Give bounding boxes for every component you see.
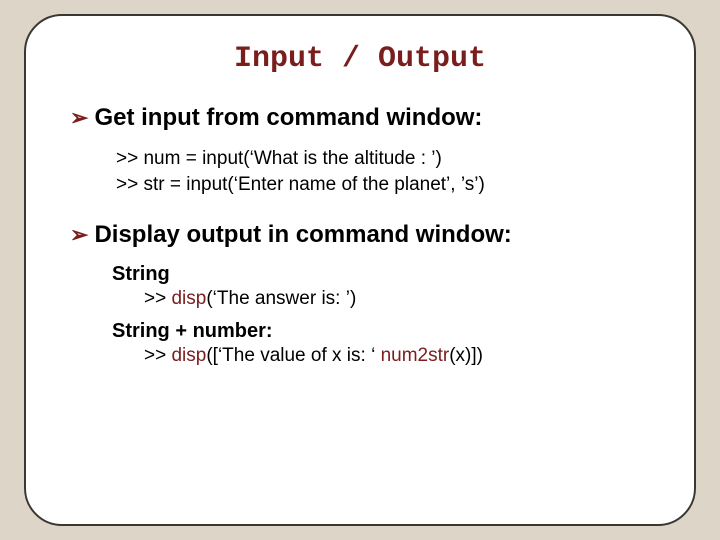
example-prefix: >> [144, 288, 171, 309]
slide-card: Input / Output ➢ Get input from command … [24, 14, 696, 526]
example-line-disp-string-number: >> disp([‘The value of x is: ‘ num2str(x… [144, 345, 650, 367]
fn-name-inner: num2str [381, 345, 450, 366]
example-line-disp-string: >> disp(‘The answer is: ’) [144, 288, 650, 310]
bullet-output: ➢ Display output in command window: [70, 221, 650, 249]
fn-name: disp [171, 345, 206, 366]
fn-args: (‘The answer is: ’) [206, 288, 356, 309]
bullet-input-text: Get input from command window: [94, 104, 482, 132]
code-line: >> str = input(‘Enter name of the planet… [116, 172, 650, 198]
code-block-input: >> num = input(‘What is the altitude : ’… [116, 146, 650, 197]
example-label-string: String [112, 263, 650, 286]
fn-args-open: ([‘The value of x is: ‘ [206, 345, 380, 366]
chevron-right-icon: ➢ [70, 107, 88, 129]
example-prefix: >> [144, 345, 171, 366]
fn-args-close: (x)]) [449, 345, 483, 366]
bullet-input: ➢ Get input from command window: [70, 104, 650, 132]
example-label-string-number: String + number: [112, 320, 650, 343]
slide-title: Input / Output [70, 42, 650, 76]
bullet-output-text: Display output in command window: [94, 221, 511, 249]
chevron-right-icon: ➢ [70, 224, 88, 246]
code-line: >> num = input(‘What is the altitude : ’… [116, 146, 650, 172]
fn-name: disp [171, 288, 206, 309]
